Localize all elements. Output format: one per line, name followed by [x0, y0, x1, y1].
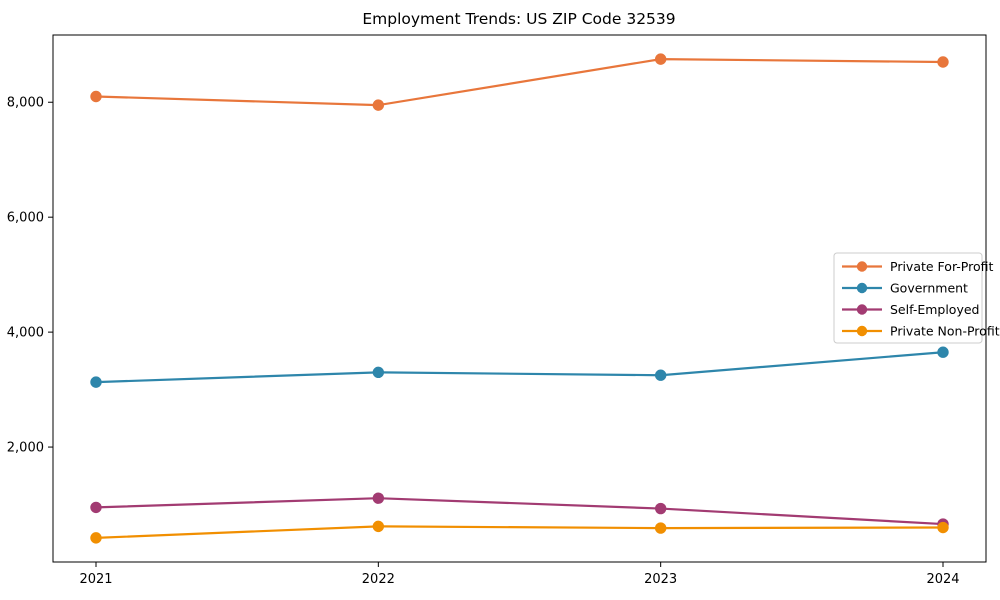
chart-title: Employment Trends: US ZIP Code 32539 — [362, 10, 675, 28]
data-point-self-employed-2021 — [90, 501, 102, 514]
series-line-government — [94, 351, 945, 384]
x-tick-label: 2024 — [926, 572, 959, 587]
x-tick-label: 2022 — [362, 572, 395, 587]
data-point-private-for-profit-2024 — [937, 56, 949, 68]
data-point-government-2022 — [372, 366, 385, 379]
legend-label-government: Government — [890, 281, 968, 296]
y-tick-label: 8,000 — [7, 96, 44, 111]
legend-marker-government — [856, 282, 868, 294]
data-point-private-for-profit-2023 — [654, 53, 667, 65]
legend-marker-private-for-profit — [856, 261, 868, 272]
legend-entry-self-employed: Self-Employed — [842, 302, 979, 317]
legend: Private For-Profit Government Self-Employe… — [833, 252, 1000, 344]
data-point-private-non-profit-2023 — [654, 522, 667, 534]
data-point-private-for-profit-2021 — [90, 90, 102, 103]
data-point-private-non-profit-2024 — [937, 521, 949, 534]
chart-canvas: 2,000 4,000 6,000 8,000 2021 2022 2023 2024 Priv… — [7, 34, 1000, 587]
data-point-private-non-profit-2022 — [372, 520, 385, 533]
x-tick-label: 2023 — [644, 572, 677, 587]
y-tick-label: 2,000 — [7, 441, 44, 456]
data-point-private-non-profit-2021 — [90, 532, 102, 544]
legend-label-private-for-profit: Private For-Profit — [890, 259, 993, 274]
legend-label-self-employed: Self-Employed — [890, 302, 979, 317]
plot-frame — [52, 34, 987, 563]
data-point-private-for-profit-2022 — [372, 99, 385, 111]
x-tick-label: 2021 — [79, 572, 112, 587]
legend-entry-private-for-profit: Private For-Profit — [842, 259, 993, 274]
series-line-private-for-profit — [94, 58, 945, 107]
data-point-government-2021 — [90, 376, 102, 388]
data-point-self-employed-2022 — [372, 492, 385, 504]
legend-box — [833, 252, 983, 344]
legend-marker-private-non-profit — [856, 325, 868, 337]
data-point-government-2023 — [654, 369, 667, 381]
data-point-self-employed-2023 — [654, 502, 667, 515]
legend-entry-private-non-profit: Private Non-Profit — [842, 324, 1000, 339]
y-tick-label: 6,000 — [7, 211, 44, 226]
data-point-government-2024 — [937, 346, 949, 358]
legend-entry-government: Government — [842, 281, 968, 296]
legend-label-private-non-profit: Private Non-Profit — [890, 324, 1000, 339]
y-tick-label: 4,000 — [7, 326, 44, 341]
series-line-self-employed — [94, 497, 945, 526]
series-line-private-non-profit — [94, 525, 945, 539]
legend-marker-self-employed — [856, 304, 868, 315]
